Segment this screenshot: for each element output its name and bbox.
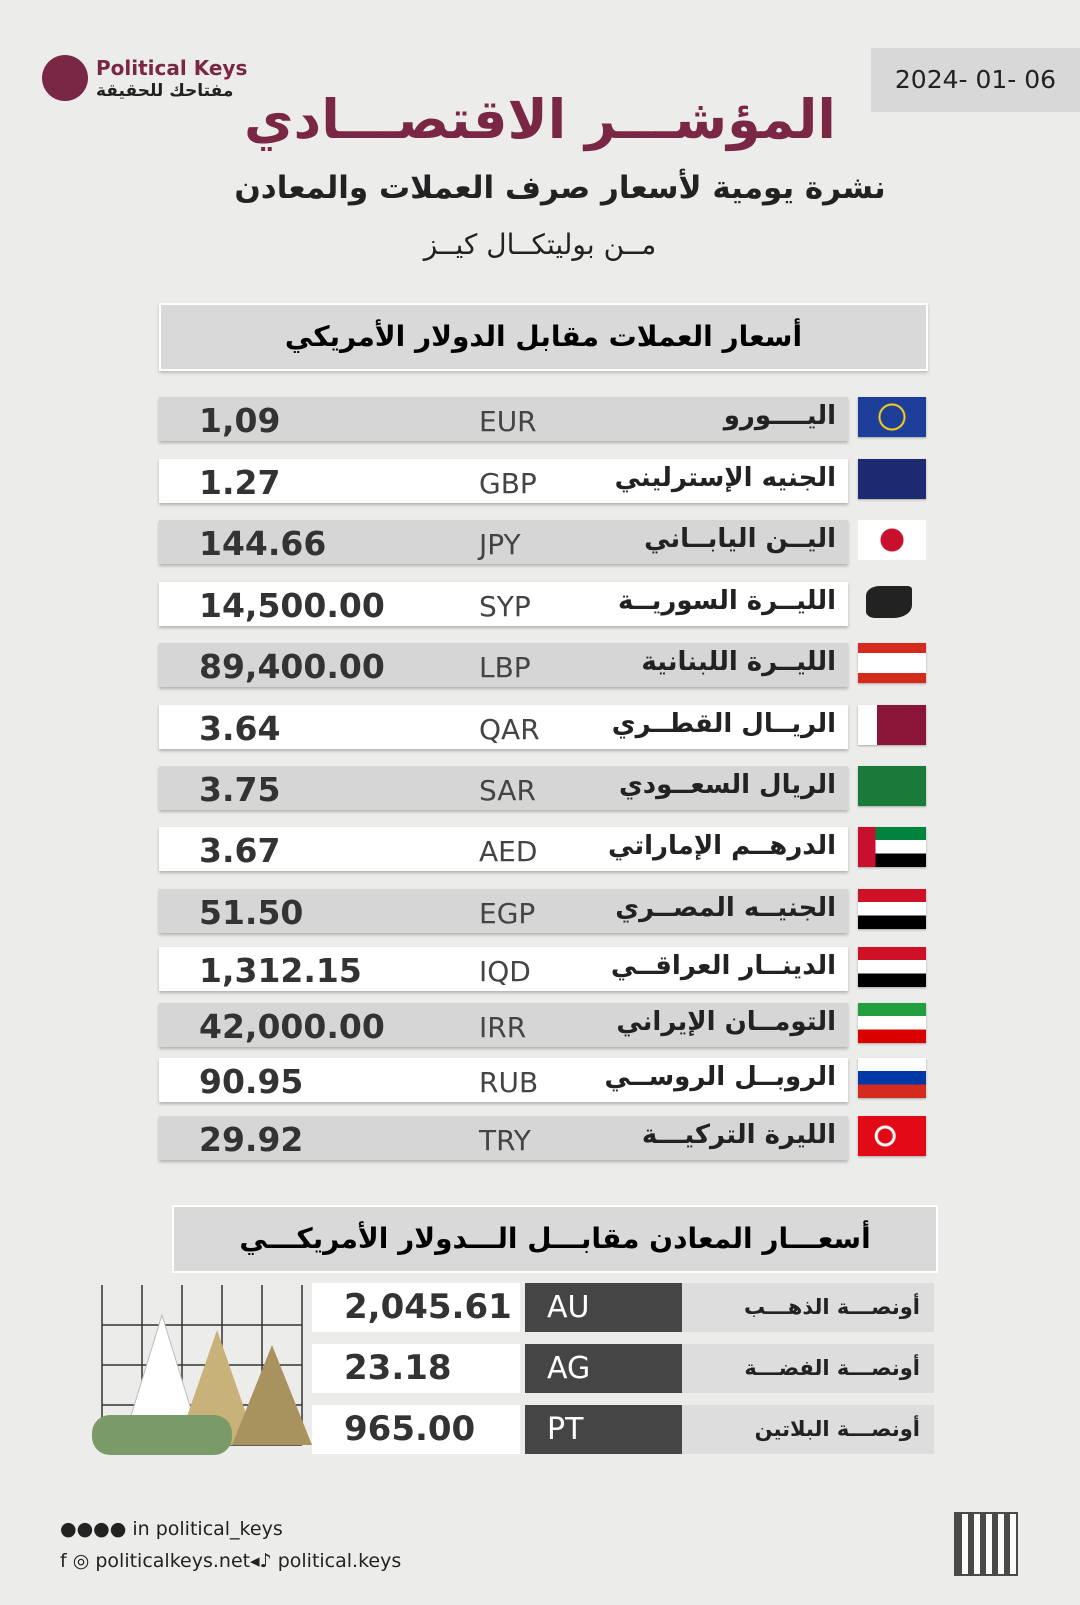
currency-code: EGP <box>479 897 536 930</box>
rate: 90.95 <box>199 1062 304 1101</box>
subtitle: نشرة يومية لأسعار صرف العملات والمعادن <box>234 170 886 206</box>
flag <box>858 1116 926 1156</box>
flag <box>858 947 926 987</box>
social-handle: ●●●● in political_keys <box>60 1518 283 1540</box>
metal-row: 23.18 AG أونصـــة الفضـــة <box>312 1344 934 1393</box>
currency-name: الروبــل الروســي <box>604 1062 836 1092</box>
currency-code: TRY <box>479 1124 531 1157</box>
metal-row: 965.00 PT أونصـــة البلاتين <box>312 1405 934 1454</box>
rate: 29.92 <box>199 1120 304 1159</box>
rate: 51.50 <box>199 893 304 932</box>
qr-code <box>954 1512 1018 1576</box>
currency-name: الريال السعــودي <box>618 770 836 800</box>
currency-name: الليــرة اللبنانية <box>641 647 836 677</box>
currency-row: 1,09 EUR اليــــورو <box>159 397 848 441</box>
rate: 42,000.00 <box>199 1007 385 1046</box>
flag <box>858 1058 926 1098</box>
metal-code: PT <box>525 1405 682 1454</box>
rate: 1.27 <box>199 463 281 502</box>
flag <box>858 1003 926 1043</box>
currency-code: IQD <box>479 955 531 988</box>
currency-row: 1,312.15 IQD الدينــار العراقــي <box>159 947 848 991</box>
currency-name: اليــن اليابــاني <box>644 524 836 554</box>
currency-row: 3.64 QAR الريــال القطــري <box>159 705 848 749</box>
flag <box>858 827 926 867</box>
flag <box>858 643 926 683</box>
currency-name: اليــــورو <box>723 401 836 431</box>
currency-row: 89,400.00 LBP الليــرة اللبنانية <box>159 643 848 687</box>
rate: 1,09 <box>199 401 281 440</box>
currency-code: SAR <box>479 774 536 807</box>
metal-code: AG <box>525 1344 682 1393</box>
currency-row: 3.75 SAR الريال السعــودي <box>159 766 848 810</box>
date: 2024- 01- 06 <box>871 48 1080 112</box>
metal-code: AU <box>525 1283 682 1332</box>
metal-row: 2,045.61 AU أونصـــة الذهـــب <box>312 1283 934 1332</box>
currency-row: 51.50 EGP الجنيــه المصــري <box>159 889 848 933</box>
currency-code: IRR <box>479 1011 527 1044</box>
byline: مــن بوليتكــال كيــز <box>423 228 657 261</box>
currency-name: الليــرة السوريــة <box>618 586 836 616</box>
flag <box>858 889 926 929</box>
telegram: ◂♪ political.keys <box>250 1550 402 1572</box>
currency-name: الدينــار العراقــي <box>610 951 836 981</box>
title: المؤشـــر الاقتصـــادي <box>244 88 836 151</box>
flag <box>858 705 926 745</box>
currency-code: JPY <box>479 528 521 561</box>
currency-row: 29.92 TRY الليرة التركيـــة <box>159 1116 848 1160</box>
rate: 3.64 <box>199 709 281 748</box>
currency-code: LBP <box>479 651 531 684</box>
currency-name: الجنيه الإسترليني <box>614 463 836 493</box>
flag <box>858 397 926 437</box>
currency-row: 90.95 RUB الروبــل الروســي <box>159 1058 848 1102</box>
metal-name: أونصـــة البلاتين <box>682 1405 934 1454</box>
currency-row: 144.66 JPY اليــن اليابــاني <box>159 520 848 564</box>
chart-illustration <box>92 1285 312 1455</box>
rate: 14,500.00 <box>199 586 385 625</box>
metal-name: أونصـــة الفضـــة <box>682 1344 934 1393</box>
brand: Political Keys <box>96 56 248 80</box>
metals-heading: أسعـــار المعادن مقابـــل الـــدولار الأ… <box>172 1205 938 1273</box>
price: 23.18 <box>312 1344 520 1393</box>
currency-name: التومــان الإيراني <box>616 1007 836 1037</box>
website: f ◎ politicalkeys.net <box>60 1550 251 1572</box>
rate: 3.75 <box>199 770 281 809</box>
rate: 1,312.15 <box>199 951 362 990</box>
currency-row: 1.27 GBP الجنيه الإسترليني <box>159 459 848 503</box>
currency-row: 42,000.00 IRR التومــان الإيراني <box>159 1003 848 1047</box>
currency-code: QAR <box>479 713 540 746</box>
currency-row: 14,500.00 SYP الليــرة السوريــة <box>159 582 848 626</box>
flag <box>858 520 926 560</box>
currency-code: SYP <box>479 590 531 623</box>
flag <box>858 582 926 622</box>
rate: 89,400.00 <box>199 647 385 686</box>
flag <box>858 459 926 499</box>
currency-name: الليرة التركيـــة <box>641 1120 836 1150</box>
currency-name: الريــال القطــري <box>611 709 836 739</box>
rate: 3.67 <box>199 831 281 870</box>
price: 2,045.61 <box>312 1283 520 1332</box>
currency-code: EUR <box>479 405 537 438</box>
currencies-heading: أسعار العملات مقابل الدولار الأمريكي <box>159 303 928 371</box>
currency-code: RUB <box>479 1066 539 1099</box>
telegram-text: political.keys <box>277 1550 402 1572</box>
social-handle-text: political_keys <box>155 1518 283 1540</box>
metal-name: أونصـــة الذهـــب <box>682 1283 934 1332</box>
price: 965.00 <box>312 1405 520 1454</box>
rate: 144.66 <box>199 524 327 563</box>
currency-row: 3.67 AED الدرهــم الإماراتي <box>159 827 848 871</box>
currency-name: الدرهــم الإماراتي <box>608 831 836 861</box>
brand-tagline: مفتاحك للحقيقة <box>96 81 234 101</box>
currency-name: الجنيــه المصــري <box>615 893 836 923</box>
website-text: politicalkeys.net <box>95 1550 251 1572</box>
currency-code: AED <box>479 835 538 868</box>
logo <box>42 55 88 101</box>
currency-code: GBP <box>479 467 537 500</box>
flag <box>858 766 926 806</box>
